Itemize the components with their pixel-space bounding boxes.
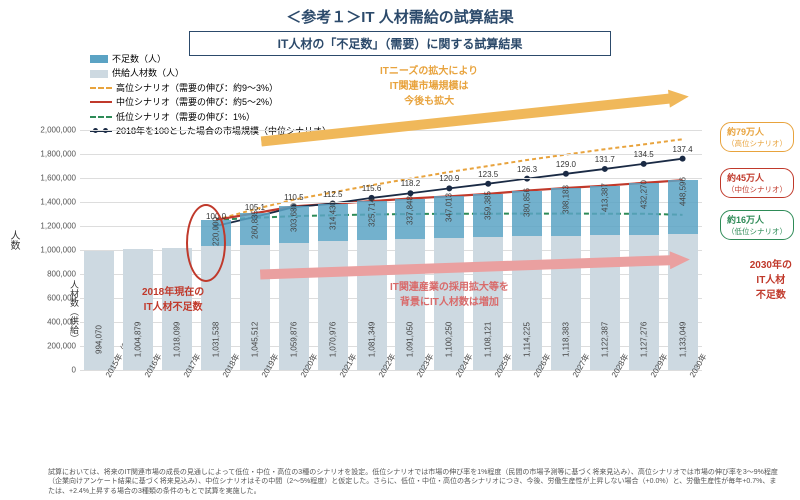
bar-supply-label: 994,070	[95, 325, 104, 354]
bar-shortage-label: 314,430	[328, 201, 337, 230]
bar-supply-label: 1,108,121	[484, 322, 493, 358]
index-value-label: 112.5	[323, 190, 342, 199]
callout-mid: 約45万人（中位シナリオ）	[720, 168, 794, 198]
bar-supply-label: 1,004,879	[134, 322, 143, 358]
index-value-label: 126.3	[517, 165, 537, 174]
legend-swatch-shortage	[90, 55, 108, 63]
bar-shortage-label: 432,270	[639, 180, 648, 209]
bar-supply-label: 1,059,876	[289, 322, 298, 358]
bar-shortage-label: 359,385	[484, 191, 493, 220]
bar-supply-label: 1,070,976	[328, 322, 337, 358]
index-value-label: 110.5	[284, 193, 303, 202]
annotation-2030: 2030年の IT人材 不足数	[750, 256, 792, 301]
legend: 不足数（人） 供給人材数（人） 高位シナリオ（需要の伸び：約9～3%） 中位シナ…	[90, 52, 331, 138]
ellipse-2018	[186, 204, 226, 282]
legend-label: 不足数（人）	[112, 52, 166, 66]
bar-supply-label: 1,133,049	[678, 322, 687, 358]
bar-shortage-label: 448,596	[678, 177, 687, 206]
legend-swatch-supply	[90, 70, 108, 78]
legend-label: 供給人材数（人）	[112, 66, 184, 80]
bar-supply-label: 1,127,276	[639, 322, 648, 358]
legend-line-mid	[90, 101, 112, 103]
index-value-label: 123.5	[478, 170, 498, 179]
bar-shortage-label: 303,680	[289, 203, 298, 232]
y-axis-sub-label: 人材数（供給）	[68, 280, 81, 343]
index-value-label: 118.2	[401, 179, 420, 188]
index-value-label: 137.4	[673, 145, 693, 154]
index-value-label: 105.1	[245, 203, 265, 212]
index-value-label: 129.0	[556, 160, 576, 169]
callout-low: 約16万人（低位シナリオ）	[720, 210, 794, 240]
bar-supply-label: 1,118,383	[561, 322, 570, 357]
plot-area: 0200,000400,000600,000800,0001,000,0001,…	[80, 130, 702, 370]
legend-line-high	[90, 87, 112, 89]
bar-supply-label: 1,081,349	[367, 322, 376, 358]
y-tick-label: 2,000,000	[36, 126, 76, 135]
bar-shortage-label: 337,848	[406, 196, 415, 225]
y-tick-label: 1,200,000	[36, 222, 76, 231]
bar-shortage-label: 347,013	[445, 193, 454, 222]
bar-shortage-label: 380,856	[523, 188, 532, 217]
bar-supply-label: 1,045,512	[250, 322, 259, 358]
annotation-adoption: IT関連産業の採用拡大等を 背景にIT人材数は増加	[390, 278, 509, 308]
legend-label: 低位シナリオ（需要の伸び：1%）	[116, 110, 255, 124]
legend-line-low	[90, 116, 112, 118]
annotation-2018: 2018年現在の IT人材不足数	[142, 283, 204, 313]
bar-shortage-label: 398,183	[561, 185, 570, 214]
bar-shortage-label: 260,835	[250, 210, 259, 239]
bar-supply-label: 1,100,250	[445, 322, 454, 358]
bar-supply-label: 1,114,225	[523, 322, 532, 357]
bar-supply-label: 1,122,387	[600, 322, 609, 358]
page: ＜参考１＞IT 人材需給の試算結果 IT人材の「不足数」（需要）に関する試算結果…	[0, 0, 800, 500]
index-value-label: 115.6	[362, 184, 381, 193]
callout-high: 約79万人（高位シナリオ）	[720, 122, 794, 152]
annotation-growth: ITニーズの拡大により IT関連市場規模は 今後も拡大	[380, 62, 478, 107]
legend-label: 中位シナリオ（需要の伸び：約5～2%）	[116, 95, 278, 109]
y-tick-label: 1,400,000	[36, 198, 76, 207]
bar-shortage-label: 325,714	[367, 198, 376, 227]
page-title: ＜参考１＞IT 人材需給の試算結果	[0, 0, 800, 27]
index-value-label: 131.7	[595, 155, 615, 164]
legend-label: 高位シナリオ（需要の伸び：約9～3%）	[116, 81, 278, 95]
y-axis-title: 人数	[6, 230, 21, 250]
bar-shortage-label: 413,387	[600, 183, 609, 212]
index-value-label: 134.5	[634, 150, 654, 159]
y-tick-label: 1,000,000	[36, 246, 76, 255]
footer-note: 試算においては、将来のIT関連市場の成長の見通しによって低位・中位・高位の3種の…	[48, 468, 780, 496]
y-tick-label: 1,800,000	[36, 150, 76, 159]
bar-supply-label: 1,091,050	[406, 322, 415, 358]
y-tick-label: 800,000	[36, 270, 76, 279]
bar-supply-label: 1,018,099	[173, 322, 182, 358]
y-tick-label: 1,600,000	[36, 174, 76, 183]
index-value-label: 120.9	[439, 174, 459, 183]
bar-supply-label: 1,031,538	[212, 322, 221, 358]
y-tick-label: 0	[36, 366, 76, 375]
